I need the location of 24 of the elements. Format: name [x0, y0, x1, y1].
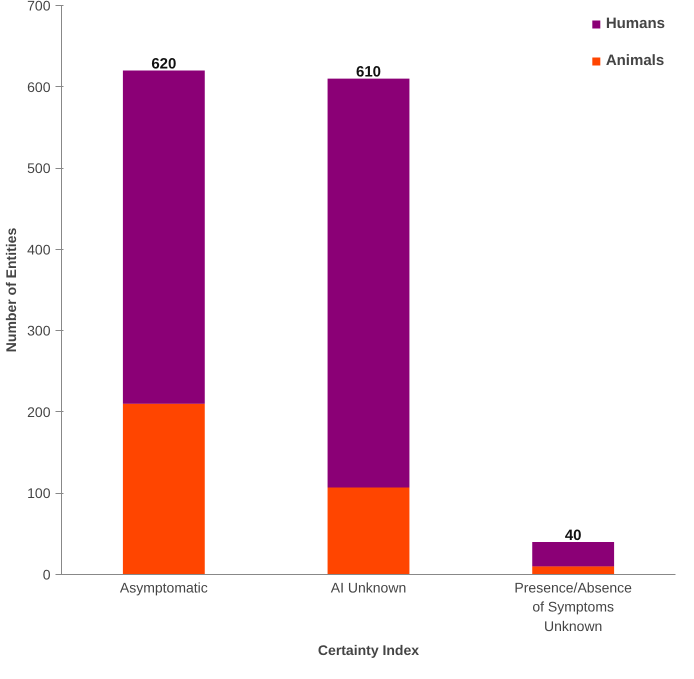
- y-tick-label: 100: [27, 485, 51, 502]
- total-label: 40: [564, 526, 582, 544]
- y-tick-label: 500: [27, 160, 51, 176]
- y-tick-label: 200: [27, 404, 51, 420]
- bar: [122, 70, 205, 404]
- x-tick-label: Asymptomatic: [120, 580, 208, 596]
- y-tick-label: 600: [27, 78, 51, 95]
- bar: [328, 488, 410, 574]
- bar: [122, 404, 205, 574]
- y-axis-title: Number of Entities: [3, 228, 20, 352]
- legend-label: Animals: [606, 52, 664, 69]
- bar: [328, 78, 410, 488]
- legend-label: Humans: [606, 15, 665, 32]
- total-label: 610: [356, 64, 382, 81]
- x-tick-label: AI Unknown: [330, 580, 406, 596]
- y-tick-label: 400: [27, 241, 51, 258]
- total-label: 620: [151, 56, 176, 73]
- bar: [532, 566, 614, 574]
- y-tick-label: 700: [27, 0, 51, 14]
- x-axis-title: Certainty Index: [318, 642, 420, 658]
- x-tick-label: Presence/Absence of Symptoms Unknown: [514, 580, 632, 634]
- bar: [532, 542, 614, 566]
- y-tick-label: 0: [42, 566, 51, 582]
- y-tick-label: 300: [27, 322, 51, 339]
